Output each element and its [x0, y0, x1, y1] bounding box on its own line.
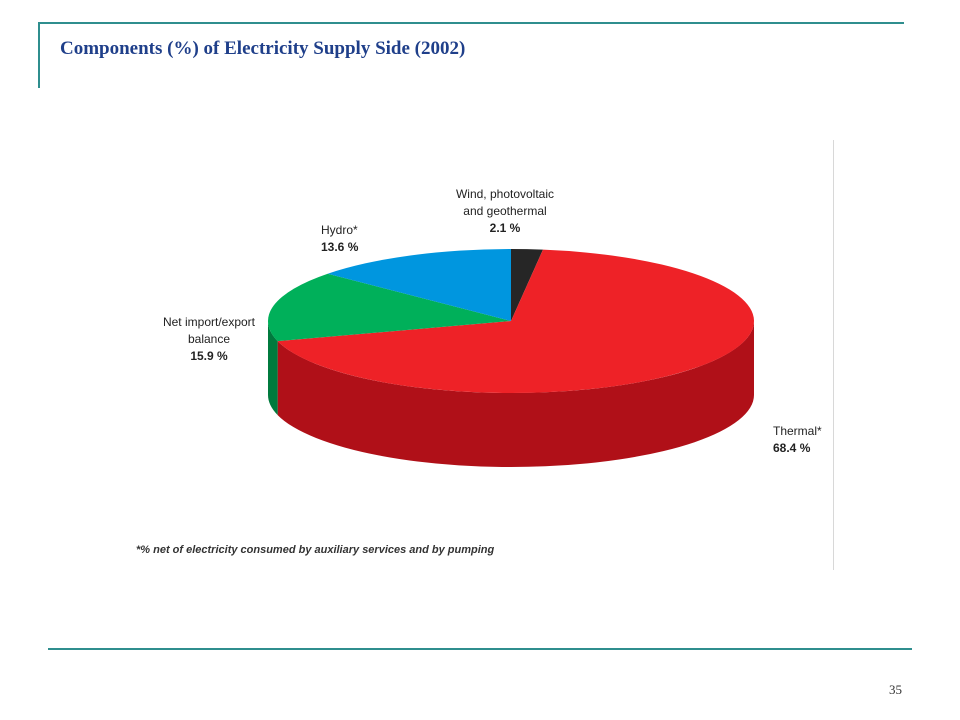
label-net-value: 15.9 %: [190, 349, 228, 363]
title-left-rule: [38, 22, 40, 88]
label-hydro: Hydro* 13.6 %: [321, 222, 358, 256]
label-thermal-line-1: Thermal*: [773, 424, 822, 438]
pie-slice-wind-photovoltaic-and-geothermal: [511, 249, 543, 321]
label-wind-photovoltaic-geothermal: Wind, photovoltaic and geothermal 2.1 %: [440, 186, 570, 237]
label-thermal: Thermal* 68.4 %: [773, 423, 822, 457]
label-wind-value: 2.1 %: [489, 221, 521, 235]
pie-slice-net-import-export-balance: [267, 273, 511, 342]
label-hydro-value: 13.6 %: [321, 240, 359, 254]
label-net-line-1: Net import/export: [162, 315, 256, 329]
label-wind-line-1: Wind, photovoltaic: [455, 187, 555, 201]
title-top-rule: [40, 22, 904, 24]
chart-divider: [833, 140, 834, 570]
pie-side-net-import-export-balance: [268, 321, 278, 416]
page-number: 35: [889, 682, 902, 697]
label-net-line-2: balance: [187, 332, 231, 346]
footer-rule: [48, 648, 912, 650]
label-wind-line-2: and geothermal: [463, 204, 547, 218]
pie-slice-hydro: [327, 249, 511, 321]
label-thermal-value: 68.4 %: [773, 441, 811, 455]
chart-footnote: *% net of electricity consumed by auxili…: [136, 544, 495, 556]
label-net-import-export: Net import/export balance 15.9 %: [150, 314, 268, 365]
label-hydro-line-1: Hydro*: [321, 223, 358, 237]
pie-side-thermal: [277, 321, 754, 467]
pie-slice-thermal: [277, 249, 754, 393]
slide-title: Components (%) of Electricity Supply Sid…: [60, 38, 466, 59]
